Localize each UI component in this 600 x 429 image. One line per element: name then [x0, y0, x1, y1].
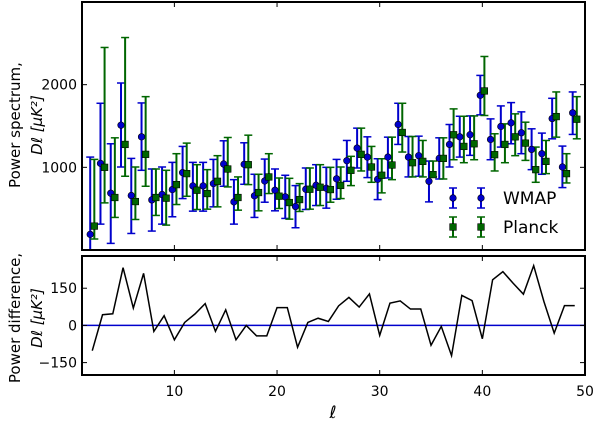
- planck-point: [512, 134, 519, 141]
- wmap-point: [200, 183, 207, 190]
- planck-point: [224, 166, 231, 173]
- planck-point: [378, 172, 385, 179]
- x-axis-label: ℓ: [328, 403, 336, 423]
- planck-point: [481, 88, 488, 95]
- planck-point: [214, 178, 221, 185]
- planck-point: [245, 161, 252, 168]
- planck-point: [276, 193, 283, 200]
- planck-point: [153, 194, 160, 201]
- legend-label-planck: Planck: [503, 218, 559, 238]
- planck-point: [101, 164, 108, 171]
- y-tick-label: 1000: [41, 160, 77, 176]
- wmap-point: [569, 110, 576, 117]
- planck-point: [142, 151, 149, 158]
- planck-point: [563, 170, 570, 177]
- planck-point: [368, 164, 375, 171]
- x-tick-label: 30: [371, 384, 389, 400]
- x-tick-label: 50: [576, 384, 594, 400]
- planck-point: [409, 159, 416, 166]
- y-tick-label: 150: [50, 281, 77, 297]
- y-tick-label: 2000: [41, 78, 77, 94]
- planck-point: [296, 196, 303, 203]
- planck-point: [286, 199, 293, 206]
- wmap-point: [395, 121, 402, 128]
- planck-point: [91, 223, 98, 230]
- wmap-point: [539, 150, 546, 157]
- wmap-point: [128, 192, 135, 199]
- planck-point: [399, 129, 406, 136]
- legend-label-wmap: WMAP: [503, 189, 556, 209]
- planck-point: [430, 171, 437, 178]
- planck-point: [307, 186, 314, 193]
- planck-point: [348, 167, 355, 174]
- planck-point: [173, 181, 180, 188]
- x-tick-label: 20: [268, 384, 286, 400]
- planck-point: [450, 131, 457, 138]
- planck-point: [358, 151, 365, 158]
- y-tick-label: −150: [39, 356, 77, 372]
- wmap-point: [426, 178, 433, 185]
- wmap-point: [344, 157, 351, 164]
- planck-point: [522, 140, 529, 147]
- wmap-point: [333, 176, 340, 183]
- wmap-point: [138, 134, 145, 141]
- bottom-axes-frame: [82, 256, 585, 375]
- planck-point: [317, 184, 324, 191]
- planck-point: [491, 151, 498, 158]
- bottom-panel: 10 20 30 40 50 −150 0 150: [39, 256, 594, 400]
- x-tick-label: 10: [165, 384, 183, 400]
- top-ylabel-line1: Power spectrum,: [6, 62, 24, 188]
- wmap-point: [446, 141, 453, 148]
- wmap-point: [87, 231, 94, 238]
- planck-point: [327, 186, 334, 193]
- legend-wmap-marker: [478, 195, 485, 202]
- planck-point: [420, 158, 427, 165]
- planck-point: [389, 162, 396, 169]
- planck-point: [132, 198, 139, 205]
- bottom-ylabel-line2: Dℓ [μK²]: [28, 288, 46, 348]
- wmap-point: [364, 154, 371, 161]
- legend-planck-marker: [450, 224, 457, 231]
- wmap-point: [498, 123, 505, 130]
- planck-point: [163, 195, 170, 202]
- difference-line: [92, 266, 574, 356]
- wmap-point: [508, 120, 515, 127]
- top-panel: 1000 2000 WMAP Planck: [41, 2, 585, 250]
- wmap-point: [354, 145, 361, 152]
- planck-point: [471, 140, 478, 147]
- planck-point: [543, 158, 550, 165]
- wmap-point: [385, 154, 392, 161]
- wmap-point: [456, 134, 463, 141]
- planck-point: [502, 141, 509, 148]
- planck-point: [532, 166, 539, 173]
- wmap-point: [467, 131, 474, 138]
- y-tick-label: 0: [68, 318, 77, 334]
- planck-point: [553, 113, 560, 120]
- legend-wmap-marker: [450, 195, 457, 202]
- planck-point: [112, 194, 119, 201]
- planck-point: [573, 116, 580, 123]
- legend-planck-marker: [478, 224, 485, 231]
- bottom-ylabel-line1: Power difference,: [6, 253, 24, 383]
- planck-point: [204, 190, 211, 197]
- wmap-point: [518, 129, 525, 136]
- planck-point: [235, 194, 242, 201]
- planck-point: [266, 174, 273, 181]
- wmap-point: [487, 136, 494, 143]
- wmap-point: [292, 203, 299, 210]
- planck-point: [440, 155, 447, 162]
- top-ylabel-line2: Dℓ [μK²]: [28, 95, 46, 155]
- planck-point: [255, 189, 262, 196]
- planck-point: [461, 143, 468, 150]
- wmap-point: [559, 164, 566, 171]
- planck-point: [337, 182, 344, 189]
- planck-point: [194, 187, 201, 194]
- planck-point: [183, 170, 190, 177]
- wmap-point: [528, 146, 535, 153]
- x-tick-label: 40: [473, 384, 491, 400]
- wmap-point: [118, 122, 125, 129]
- wmap-point: [272, 187, 279, 194]
- planck-point: [122, 141, 129, 148]
